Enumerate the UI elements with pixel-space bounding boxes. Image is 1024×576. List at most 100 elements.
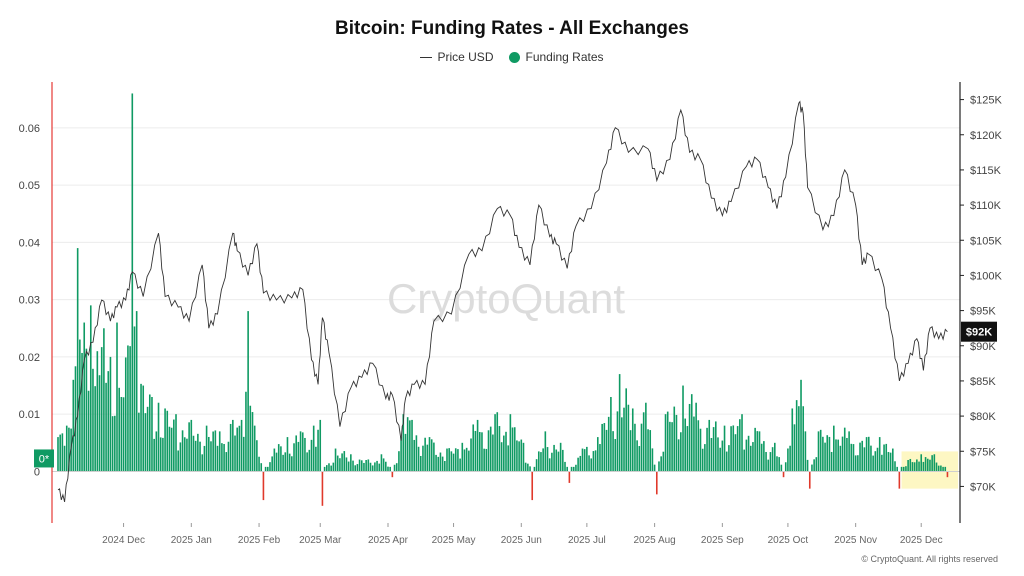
funding-bar bbox=[459, 458, 461, 472]
funding-bar bbox=[144, 413, 147, 472]
right-tick-label: $120K bbox=[970, 130, 1002, 142]
funding-bar bbox=[800, 379, 802, 472]
funding-bar bbox=[527, 463, 529, 472]
funding-bar bbox=[520, 439, 523, 472]
funding-bar bbox=[260, 463, 263, 472]
funding-bar bbox=[645, 402, 647, 472]
funding-bar bbox=[277, 444, 280, 472]
funding-bar bbox=[328, 463, 330, 472]
funding-bar bbox=[116, 322, 118, 472]
x-tick-label: 2025 Mar bbox=[299, 535, 342, 546]
funding-bar bbox=[483, 448, 485, 472]
funding-bar bbox=[266, 466, 269, 472]
x-tick-label: 2025 Jan bbox=[171, 535, 212, 546]
funding-bar bbox=[74, 366, 77, 472]
funding-bar bbox=[369, 462, 372, 472]
legend-item-funding[interactable]: Funding Rates bbox=[509, 50, 604, 64]
funding-bar bbox=[114, 415, 116, 472]
funding-bar bbox=[555, 449, 558, 472]
funding-bar bbox=[240, 419, 243, 472]
funding-bar bbox=[332, 462, 335, 472]
funding-bar bbox=[828, 436, 831, 472]
funding-bar bbox=[553, 444, 555, 472]
funding-bar bbox=[824, 442, 826, 472]
funding-bar bbox=[428, 437, 431, 472]
funding-bar bbox=[415, 435, 418, 472]
funding-bar bbox=[103, 328, 105, 472]
funding-bar bbox=[461, 442, 464, 472]
funding-bar bbox=[109, 356, 112, 472]
funding-bar bbox=[317, 429, 319, 472]
funding-bar bbox=[76, 248, 79, 472]
funding-bar bbox=[94, 386, 96, 472]
funding-bar bbox=[660, 456, 662, 472]
funding-bar bbox=[916, 459, 918, 472]
funding-bar bbox=[647, 429, 649, 472]
funding-bar bbox=[343, 451, 346, 472]
funding-bar bbox=[918, 461, 920, 472]
funding-bar bbox=[216, 445, 219, 472]
funding-bar bbox=[946, 471, 949, 478]
funding-bar bbox=[537, 451, 540, 472]
funding-bar bbox=[376, 460, 378, 472]
funding-bar bbox=[610, 397, 612, 472]
funding-bar bbox=[666, 411, 669, 472]
funding-bar bbox=[929, 459, 931, 472]
funding-bar bbox=[487, 430, 490, 472]
funding-bar bbox=[162, 437, 164, 472]
funding-bar bbox=[583, 449, 586, 472]
funding-bar bbox=[575, 464, 577, 472]
funding-bar bbox=[229, 423, 232, 472]
funding-bar bbox=[264, 466, 267, 472]
funding-bar bbox=[857, 455, 859, 472]
funding-bar bbox=[441, 456, 444, 472]
funding-bar bbox=[326, 465, 328, 472]
funding-bar bbox=[87, 390, 90, 472]
zero-badge bbox=[34, 449, 54, 468]
funding-bar bbox=[763, 441, 765, 472]
funding-bar bbox=[725, 451, 728, 472]
funding-bar bbox=[339, 458, 341, 472]
funding-bar bbox=[942, 466, 944, 472]
legend-item-price[interactable]: Price USD bbox=[420, 50, 493, 64]
funding-bar bbox=[253, 425, 256, 472]
funding-bar bbox=[306, 452, 308, 472]
current-price-badge bbox=[961, 321, 997, 342]
funding-bar bbox=[920, 454, 923, 472]
funding-bar bbox=[227, 441, 230, 472]
funding-bar bbox=[754, 427, 756, 472]
funding-bar bbox=[177, 450, 179, 472]
funding-bar bbox=[89, 305, 92, 472]
left-tick-label: 0.05 bbox=[19, 180, 40, 192]
funding-bar bbox=[65, 425, 68, 472]
funding-bar bbox=[284, 452, 287, 472]
funding-bar bbox=[564, 461, 566, 472]
funding-bar bbox=[197, 433, 199, 472]
left-tick-label: 0.02 bbox=[19, 352, 40, 364]
funding-bar bbox=[207, 436, 210, 472]
funding-bar bbox=[516, 440, 518, 472]
funding-bar bbox=[367, 459, 370, 472]
x-tick-label: 2025 Oct bbox=[768, 535, 809, 546]
funding-bar bbox=[142, 385, 145, 472]
funding-bar bbox=[572, 466, 575, 472]
funding-bar bbox=[601, 423, 603, 472]
funding-bar bbox=[59, 434, 61, 472]
funding-bar bbox=[356, 464, 359, 472]
funding-bar bbox=[642, 412, 645, 472]
funding-bar bbox=[395, 463, 398, 472]
funding-bar bbox=[894, 461, 896, 472]
funding-bar bbox=[439, 452, 442, 472]
funding-bar bbox=[334, 448, 337, 472]
funding-bar bbox=[533, 466, 536, 472]
funding-bar bbox=[551, 452, 553, 472]
funding-bar bbox=[719, 447, 721, 472]
funding-bar bbox=[843, 427, 846, 472]
funding-bar bbox=[758, 431, 761, 472]
funding-bar bbox=[275, 452, 278, 472]
funding-bar bbox=[288, 453, 291, 472]
funding-bar bbox=[374, 462, 376, 472]
funding-bar bbox=[935, 462, 938, 472]
funding-bar bbox=[358, 459, 361, 472]
funding-bar bbox=[238, 425, 241, 472]
